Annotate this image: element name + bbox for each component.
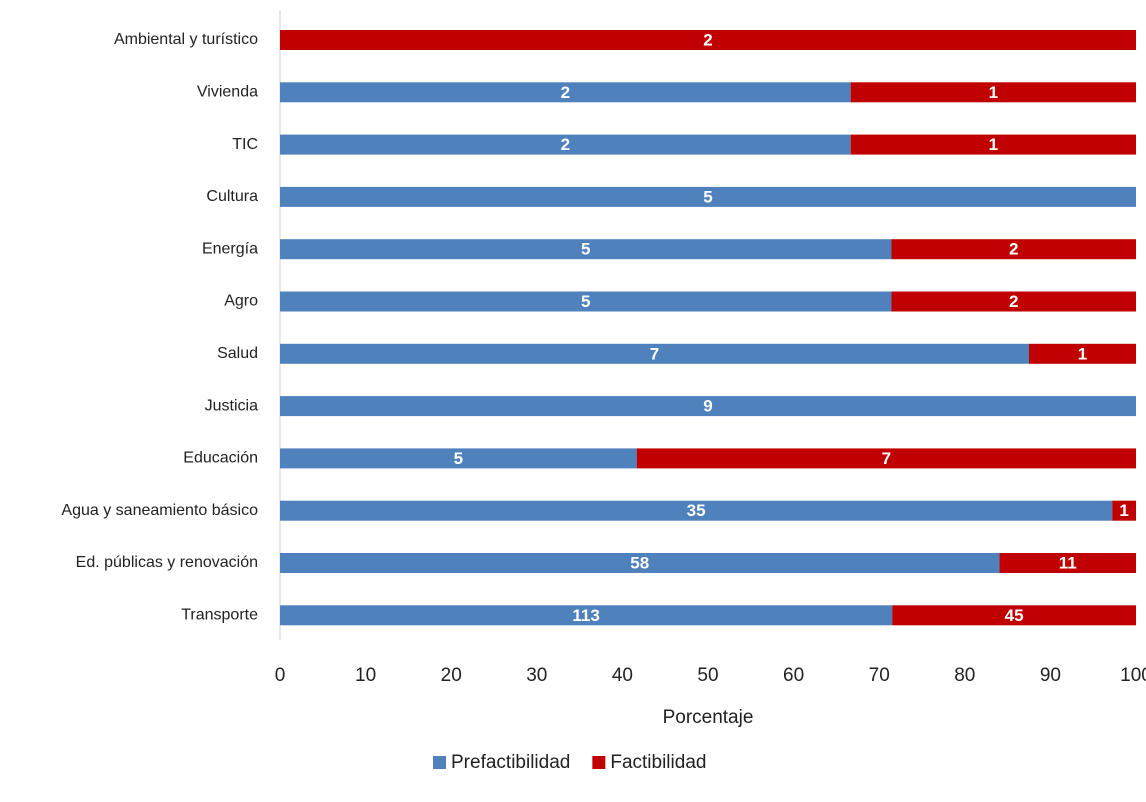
y-tick-label: Agua y saneamiento básico — [61, 502, 258, 519]
bar-segment — [280, 82, 851, 103]
data-label: 11 — [1059, 553, 1077, 572]
bar-segment — [892, 605, 1136, 626]
x-tick-label: 50 — [697, 665, 718, 686]
bar-segment — [280, 239, 892, 260]
bar-segment — [850, 134, 1136, 155]
y-tick-label: Ambiental y turístico — [114, 31, 258, 48]
x-tick-label: 30 — [526, 665, 547, 686]
x-tick-label: 10 — [355, 665, 376, 686]
bar-segment — [280, 605, 893, 626]
y-tick-label: Agro — [224, 293, 258, 310]
bar-segment — [636, 448, 1136, 469]
legend-label: Factibilidad — [610, 752, 706, 773]
data-label: 58 — [630, 553, 649, 572]
y-tick-label: Justicia — [205, 397, 258, 414]
data-label: 5 — [454, 449, 463, 468]
bar-segment — [999, 553, 1136, 573]
bar-segment — [280, 553, 1000, 573]
y-tick-label: TIC — [232, 136, 258, 153]
bar-segment — [850, 82, 1136, 103]
data-label: 35 — [687, 501, 706, 520]
x-tick-label: 20 — [441, 665, 462, 686]
data-label: 7 — [882, 449, 891, 468]
bar-segment — [891, 239, 1136, 260]
bar-segment — [280, 291, 892, 312]
y-tick-label: Transporte — [181, 607, 258, 624]
x-tick-label: 0 — [275, 665, 286, 686]
legend-swatch — [592, 756, 606, 769]
y-tick-label: Ed. públicas y renovación — [76, 554, 258, 571]
data-label: 1 — [989, 135, 998, 154]
data-label: 1 — [1119, 501, 1128, 520]
bar-segment — [280, 30, 1136, 50]
y-tick-label: Educación — [183, 450, 258, 467]
data-label: 1 — [1078, 344, 1087, 363]
data-label: 5 — [581, 292, 590, 311]
data-label: 2 — [703, 30, 712, 49]
y-tick-label: Vivienda — [197, 84, 258, 101]
bar-segment — [280, 500, 1113, 521]
bar-segment — [280, 186, 1136, 207]
legend-label: Prefactibilidad — [451, 752, 570, 773]
data-label: 7 — [650, 344, 659, 363]
bar-segment — [280, 343, 1029, 364]
data-label: 2 — [561, 135, 570, 154]
data-label: 45 — [1005, 606, 1024, 625]
x-tick-label: 90 — [1040, 665, 1061, 686]
x-tick-label: 60 — [783, 665, 804, 686]
bar-segment — [280, 134, 851, 155]
x-tick-label: 70 — [869, 665, 890, 686]
y-tick-label: Salud — [217, 345, 258, 362]
bar-segment — [280, 396, 1136, 417]
y-tick-label: Energía — [202, 240, 258, 257]
x-tick-label: 80 — [954, 665, 975, 686]
data-label: 5 — [703, 187, 712, 206]
data-label: 2 — [561, 83, 570, 102]
x-tick-label: 40 — [612, 665, 633, 686]
bar-segment — [891, 291, 1136, 312]
bar-segment — [1112, 500, 1136, 521]
data-label: 2 — [1009, 240, 1018, 259]
bar-segment — [1029, 343, 1136, 364]
bar-segment — [280, 448, 637, 469]
data-label: 9 — [703, 397, 712, 416]
legend-swatch — [433, 756, 446, 769]
x-axis-label: Porcentaje — [663, 707, 754, 728]
data-label: 5 — [581, 240, 590, 259]
data-label: 2 — [1009, 292, 1018, 311]
data-label: 1 — [989, 83, 998, 102]
x-tick-label: 100 — [1120, 665, 1146, 686]
y-tick-label: Cultura — [206, 188, 258, 205]
data-label: 113 — [572, 606, 599, 625]
